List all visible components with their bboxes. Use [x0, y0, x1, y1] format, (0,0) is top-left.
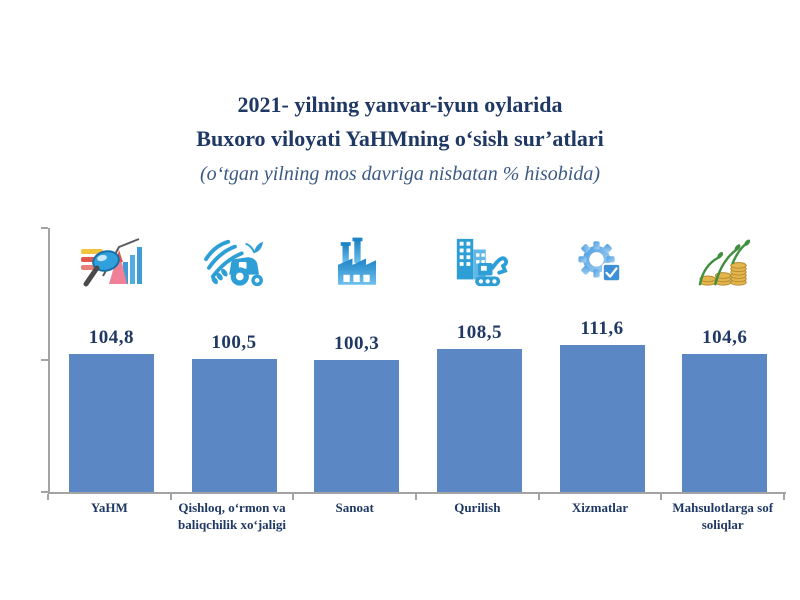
category-label-qishloq: Qishloq, o‘rmon va baliqchilik xo‘jaligi: [178, 500, 286, 532]
chart-subtitle: (o‘tgan yilning mos davriga nisbatan % h…: [200, 163, 600, 185]
agriculture-tractor-icon: [173, 230, 296, 296]
bar-value-label: 104,8: [88, 326, 134, 348]
chart-column-xizmatlar: 111,6: [541, 228, 664, 492]
x-axis-tick: [537, 494, 540, 500]
construction-excavator-icon: [418, 230, 541, 296]
industry-factory-icon: [295, 230, 418, 296]
services-gear-icon: [541, 230, 664, 296]
x-axis-tick: [292, 494, 295, 500]
chart-column-soliqlar: 104,6: [663, 228, 786, 492]
x-axis-tick: [783, 494, 785, 500]
bar-value-label: 111,6: [580, 317, 624, 339]
taxes-coins-icon: [663, 230, 786, 296]
category-axis-labels: YaHM Qishloq, o‘rmon va baliqchilik xo‘j…: [48, 500, 784, 534]
chart-title-block: 2021- yilning yanvar-iyun oylarida Buxor…: [0, 88, 800, 189]
bar-yahm: [68, 353, 154, 492]
category-label-sanoat: Sanoat: [335, 500, 374, 515]
bar-qishloq: [191, 359, 277, 492]
x-axis-tick: [47, 494, 49, 500]
bar-value-label: 100,3: [334, 332, 380, 354]
chart-column-yahm: 104,8: [50, 228, 173, 492]
analytics-magnifier-icon: [50, 230, 173, 296]
bar-qurilish: [436, 348, 522, 492]
x-axis-tick: [415, 494, 417, 500]
chart-column-qurilish: 108,5: [418, 228, 541, 492]
bar-soliqlar: [682, 353, 768, 492]
chart-title-line1: 2021- yilning yanvar-iyun oylarida: [237, 92, 563, 117]
y-axis-tick: [41, 491, 48, 493]
x-axis-tick: [169, 494, 172, 500]
chart-column-qishloq: 100,5: [173, 228, 296, 492]
bar-value-label: 108,5: [456, 321, 502, 343]
category-label-qurilish: Qurilish: [454, 500, 501, 515]
bar-xizmatlar: [559, 344, 645, 492]
chart-column-sanoat: 100,3: [295, 228, 418, 492]
category-label-xizmatlar: Xizmatlar: [571, 500, 629, 515]
y-axis-tick: [41, 227, 48, 229]
category-label-yahm: YaHM: [90, 500, 128, 515]
chart-title-line2: Buxoro viloyati YaHMning o‘sish sur’atla…: [196, 126, 604, 151]
category-label-soliqlar: Mahsulotlarga sof soliqlar: [672, 500, 774, 532]
bar-sanoat: [314, 359, 400, 492]
bar-value-label: 100,5: [211, 332, 257, 354]
y-axis-tick: [41, 359, 48, 361]
x-axis-tick: [660, 494, 663, 500]
plot-area: 104,8: [48, 228, 786, 494]
bar-value-label: 104,6: [702, 326, 748, 348]
